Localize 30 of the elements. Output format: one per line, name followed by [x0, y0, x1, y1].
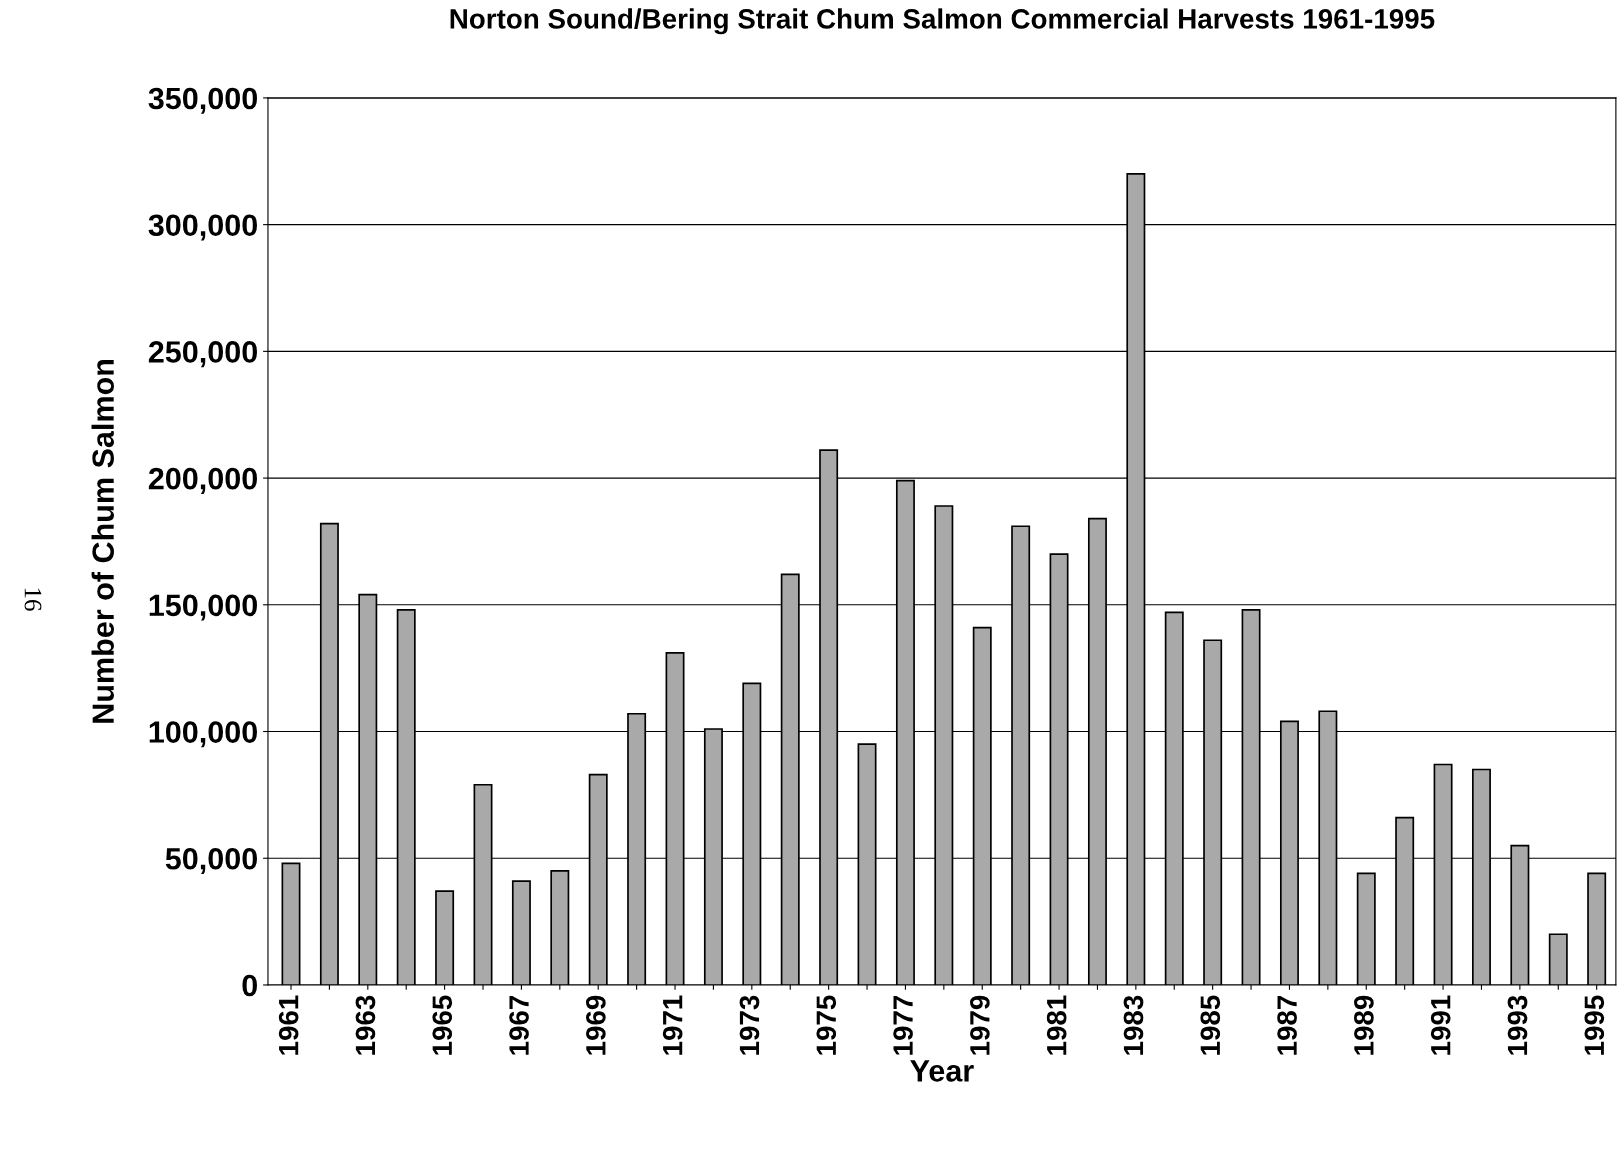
x-tick-label: 1991: [1430, 995, 1451, 1055]
x-axis-title: Year: [910, 1060, 974, 1082]
x-tick-label: 1995: [1584, 995, 1605, 1055]
text: 16: [24, 588, 42, 611]
x-tick-label: 1993: [1507, 995, 1528, 1055]
x-tick-label: 1975: [816, 995, 837, 1055]
x-tick-label: 1977: [893, 995, 913, 1055]
x-tick-label: 1965: [432, 995, 453, 1055]
x-tick-label: 1963: [355, 995, 376, 1055]
y-tick-label: 250,000: [148, 341, 257, 368]
x-tick-label: 1985: [1200, 995, 1221, 1055]
y-tick-label: 150,000: [149, 594, 257, 621]
y-axis-title: Number of Chum Salmon: [91, 359, 114, 723]
x-tick-label: 1987: [1277, 995, 1297, 1055]
x-tick-label: 1979: [970, 995, 990, 1055]
x-tick-label: 1969: [586, 995, 606, 1055]
x-tick-label: 1971: [662, 995, 683, 1055]
x-tick-label: 1967: [509, 995, 529, 1055]
y-tick-label: 350,000: [148, 87, 257, 114]
y-tick-label: 50,000: [165, 847, 257, 875]
x-tick-label: 1983: [1123, 995, 1144, 1055]
x-tick-label: 1961: [278, 995, 299, 1055]
x-tick-label: 1989: [1354, 995, 1374, 1055]
y-tick-label: 100,000: [149, 721, 257, 748]
x-tick-label: 1973: [739, 995, 760, 1055]
y-tick-label: 200,000: [148, 467, 257, 494]
x-tick-label: 1981: [1046, 995, 1067, 1055]
y-tick-label: 0: [242, 974, 257, 997]
y-tick-label: 300,000: [148, 214, 257, 241]
chart-title: Norton Sound/Bering Strait Chum Salmon Commercial Harvests 1961-1995: [450, 8, 1435, 35]
